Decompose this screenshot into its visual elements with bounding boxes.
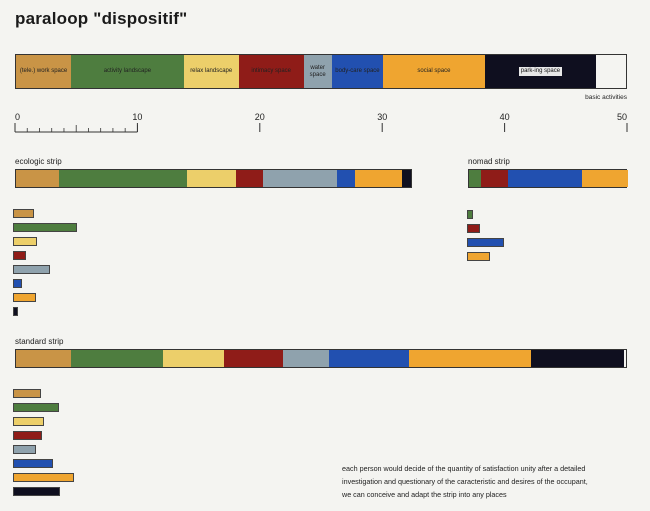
standard-strip-segment	[162, 350, 225, 367]
ecologic-legend-bar	[13, 265, 50, 274]
standard-strip	[15, 349, 627, 368]
scale-tick-label: 30	[377, 112, 387, 122]
activity-segment: intimacy space	[238, 55, 304, 88]
scale-tick-label: 10	[132, 112, 142, 122]
ecologic-strip-segment	[263, 170, 337, 187]
activity-segment: park-ing space	[484, 55, 597, 88]
nomad-legend-bar	[467, 252, 491, 261]
ecologic-strip-segment	[336, 170, 356, 187]
nomad-strip	[468, 169, 629, 188]
standard-legend-bar	[13, 473, 75, 482]
scale-tick-label: 50	[617, 112, 627, 122]
ecologic-legend-bar	[13, 307, 18, 316]
ecologic-legend-bar	[13, 251, 27, 260]
note-line: investigation and questionary of the car…	[342, 477, 588, 486]
scale-tick-label: 20	[255, 112, 265, 122]
standard-strip-segment	[408, 350, 532, 367]
ecologic-strip	[15, 169, 412, 188]
note-line: each person would decide of the quantity…	[342, 464, 586, 473]
activity-segment-label: intimacy space	[251, 68, 292, 74]
explanatory-note: each person would decide of the quantity…	[342, 462, 642, 501]
standard-strip-segment	[16, 350, 72, 367]
scale-tick-label: 40	[500, 112, 510, 122]
standard-legend-bar	[13, 445, 37, 454]
nomad-strip-segment	[481, 170, 509, 187]
standard-legend-bar	[13, 487, 60, 496]
activity-segment-label: activity landscape	[103, 68, 152, 74]
ecologic-strip-segment	[187, 170, 237, 187]
standard-legend-bar	[13, 417, 44, 426]
activity-segment: body-care space	[331, 55, 384, 88]
ecologic-strip-segment	[16, 170, 59, 187]
ecologic-strip-segment	[58, 170, 188, 187]
nomad-legend-bar	[467, 210, 474, 219]
ecologic-legend-bar	[13, 279, 23, 288]
activity-segment: water space	[303, 55, 332, 88]
standard-strip-segment	[71, 350, 163, 367]
activity-segment: activity landscape	[71, 55, 184, 88]
activity-segment-label: social space	[417, 68, 451, 74]
activity-segment: relax landscape	[183, 55, 239, 88]
standard-legend-bar	[13, 403, 59, 412]
ecologic-legend-bar	[13, 223, 78, 232]
nomad-strip-segment	[508, 170, 582, 187]
activity-segment-label: body-care space	[335, 68, 380, 74]
standard-strip-segment	[224, 350, 283, 367]
standard-strip-segment	[329, 350, 409, 367]
page-title: paraloop "dispositif"	[15, 9, 188, 28]
note-line: we can conceive and adapt the strip into…	[342, 490, 507, 499]
nomad-strip-segment	[469, 170, 482, 187]
activity-segment: social space	[383, 55, 485, 88]
activity-segment-label: relax landscape	[190, 68, 233, 74]
ecologic-strip-segment	[236, 170, 264, 187]
basic-activities-bar: (tele.) work space activity landscape rela…	[15, 54, 627, 89]
ecologic-legend-bar	[13, 209, 35, 218]
standard-strip-segment	[282, 350, 330, 367]
ecologic-strip-title: ecologic strip	[15, 157, 62, 166]
activity-segment-label: water space	[309, 64, 326, 78]
ecologic-strip-segment	[355, 170, 402, 187]
standard-strip-segment	[531, 350, 625, 367]
ecologic-strip-segment	[401, 170, 412, 187]
basic-activities-caption: basic activities	[585, 94, 627, 101]
ecologic-legend-bar	[13, 293, 37, 302]
standard-legend-bar	[13, 459, 53, 468]
standard-legend-bar	[13, 431, 43, 440]
ecologic-legend-bar	[13, 237, 38, 246]
nomad-strip-segment	[581, 170, 629, 187]
nomad-strip-title: nomad strip	[468, 157, 510, 166]
scale-tick-label: 0	[15, 112, 20, 122]
standard-legend-bar	[13, 389, 41, 398]
activity-segment: (tele.) work space	[16, 55, 72, 88]
activity-segment-label: (tele.) work space	[19, 68, 68, 74]
nomad-legend-bar	[467, 238, 504, 247]
standard-strip-title: standard strip	[15, 337, 64, 346]
nomad-legend-bar	[467, 224, 481, 233]
activity-segment-label: park-ing space	[518, 67, 563, 76]
